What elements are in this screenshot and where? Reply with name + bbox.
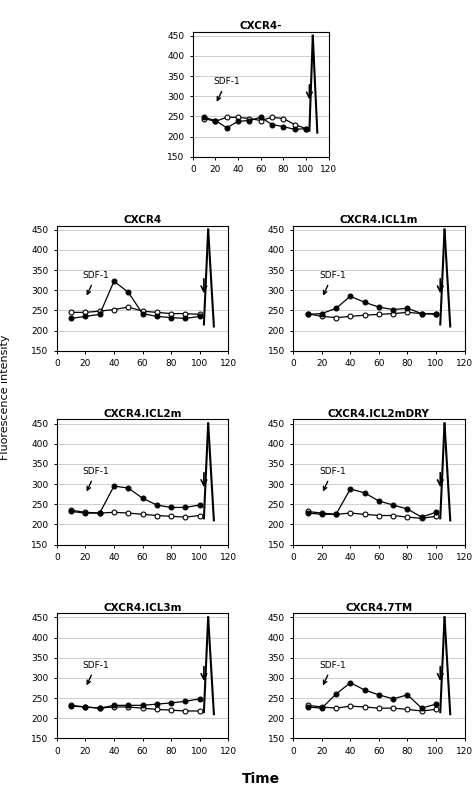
Text: SDF-1: SDF-1 xyxy=(82,661,109,684)
Title: CXCR4-: CXCR4- xyxy=(239,21,282,31)
Title: CXCR4.7TM: CXCR4.7TM xyxy=(345,603,412,612)
Title: CXCR4.ICL2mDRY: CXCR4.ICL2mDRY xyxy=(328,409,430,418)
Title: CXCR4.ICL2m: CXCR4.ICL2m xyxy=(103,409,182,418)
Text: SDF-1: SDF-1 xyxy=(213,77,240,101)
Text: SDF-1: SDF-1 xyxy=(82,467,109,490)
Text: Fluorescence intensity: Fluorescence intensity xyxy=(0,334,10,460)
Text: SDF-1: SDF-1 xyxy=(319,661,346,684)
Title: CXCR4.ICL3m: CXCR4.ICL3m xyxy=(103,603,182,612)
Text: SDF-1: SDF-1 xyxy=(82,271,109,295)
Text: Time: Time xyxy=(242,772,280,786)
Title: CXCR4.ICL1m: CXCR4.ICL1m xyxy=(340,215,418,225)
Text: SDF-1: SDF-1 xyxy=(319,467,346,490)
Title: CXCR4: CXCR4 xyxy=(123,215,162,225)
Text: SDF-1: SDF-1 xyxy=(319,271,346,295)
